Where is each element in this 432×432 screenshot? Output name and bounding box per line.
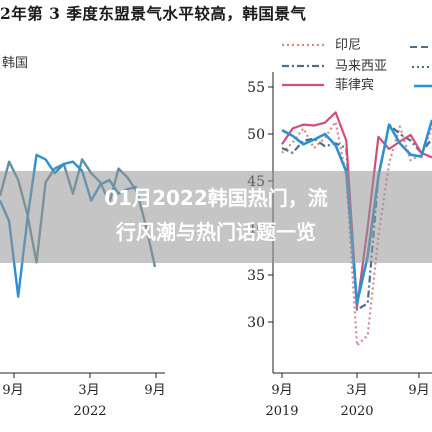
left-x-tick-label: 9月 <box>2 383 23 398</box>
right-y-tick-label: 30 <box>247 315 265 331</box>
headline-text: 01月2022韩国热门，流 行风潮与热门话题一览 <box>0 181 432 249</box>
right-x-tick-label: 3月 <box>346 383 367 398</box>
right-x-tick-label: 9月 <box>408 383 429 398</box>
left-legend-label: 韩国 <box>2 56 28 71</box>
right-x-year-label: 2019 <box>265 404 298 419</box>
right-series-line-2 <box>281 111 432 309</box>
chart-title: 2年第 3 季度东盟景气水平较高，韩国景气 <box>0 4 307 23</box>
right-series-line-0 <box>281 120 432 347</box>
headline-overlay <box>0 171 432 263</box>
headline-line-2: 行风潮与热门话题一览 <box>116 220 316 244</box>
right-x-year-label: 2020 <box>340 404 373 419</box>
left-x-year-label: 2022 <box>73 404 106 419</box>
legend-label-1: 马来西亚 <box>335 59 387 74</box>
right-y-tick-label: 35 <box>247 268 265 284</box>
left-x-tick-label: 9月 <box>144 383 165 398</box>
right-y-tick-label: 55 <box>247 80 265 96</box>
left-x-tick-label: 3月 <box>78 383 99 398</box>
right-x-tick-label: 9月 <box>271 383 292 398</box>
right-series-line-3 <box>281 119 432 305</box>
legend-label-2: 菲律宾 <box>335 77 374 93</box>
legend-label-0: 印尼 <box>335 38 361 53</box>
headline-line-1: 01月2022韩国热门，流 <box>104 186 328 210</box>
right-y-tick-label: 50 <box>247 127 265 143</box>
right-series-line-1 <box>281 123 432 311</box>
